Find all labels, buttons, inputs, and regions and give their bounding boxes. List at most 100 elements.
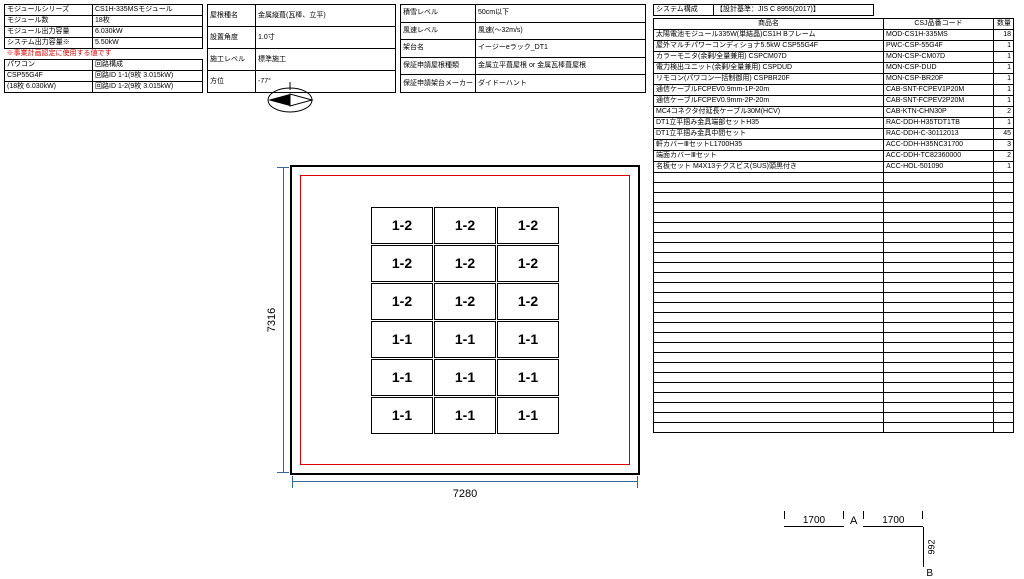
bom-name: 端面カバーⅢセット <box>654 151 884 162</box>
bom-table: 商品名 CSJ品番コード 数量 太陽電池モジュール335W(単結晶)CS1H B… <box>653 18 1014 433</box>
bom-name: 名板セット M4X13テクスビス(SUS)頭黒付き <box>654 162 884 173</box>
bom-qty: 1 <box>994 63 1014 74</box>
bom-code: RAC-DDH-H35TDT1TB <box>884 118 994 129</box>
spec-sub-value: 回路ID 1-1(9枚 3.015kW) <box>93 71 203 82</box>
bom-empty <box>654 303 884 313</box>
bom-empty <box>994 323 1014 333</box>
bom-empty <box>654 273 884 283</box>
bom-qty: 1 <box>994 96 1014 107</box>
bom-empty <box>994 313 1014 323</box>
spec-label: 施工レベル <box>208 49 256 71</box>
bom-empty <box>994 233 1014 243</box>
bom-empty <box>654 393 884 403</box>
solar-panel: 1-2 <box>371 283 433 320</box>
bom-header-name: 商品名 <box>654 19 884 30</box>
bom-empty <box>994 243 1014 253</box>
bom-code: RAC-DDH-C-30112013 <box>884 129 994 140</box>
bom-empty <box>994 273 1014 283</box>
bom-empty <box>884 273 994 283</box>
bom-empty <box>654 233 884 243</box>
bom-empty <box>884 403 994 413</box>
bom-qty: 1 <box>994 162 1014 173</box>
bom-empty <box>994 293 1014 303</box>
solar-panel: 1-1 <box>497 359 559 396</box>
compass-icon <box>260 80 320 120</box>
bom-name: MC4コネクタ付延長ケーブル30M(HCV) <box>654 107 884 118</box>
spec-label: モジュール出力容量 <box>5 27 93 38</box>
spec-sub-label: パワコン <box>5 60 93 71</box>
bom-empty <box>654 193 884 203</box>
condition-spec-table: 積雪レベル50cm以下風速レベル風速(～32m/s)架台名イージーeラック_DT… <box>400 4 646 93</box>
bom-empty <box>654 223 884 233</box>
bom-empty <box>994 303 1014 313</box>
bom-empty <box>654 173 884 183</box>
bom-empty <box>884 233 994 243</box>
dimension-height: 7316 <box>268 167 284 473</box>
bom-empty <box>994 403 1014 413</box>
solar-panel: 1-1 <box>497 397 559 434</box>
spec-label: システム出力容量※ <box>5 38 93 49</box>
solar-panel: 1-1 <box>371 321 433 358</box>
spec-label: 風速レベル <box>401 22 476 40</box>
spec-value: 5.50kW <box>93 38 203 49</box>
bom-qty: 1 <box>994 118 1014 129</box>
dim-seg-1: 1700 <box>784 515 844 527</box>
bom-empty <box>994 423 1014 433</box>
bom-name: 電力検出ユニット(余剰/全量兼用) CSPDUD <box>654 63 884 74</box>
spec-sub-label: 回路構成 <box>93 60 203 71</box>
dim-label-a: A <box>844 515 863 527</box>
bom-empty <box>884 183 994 193</box>
spec-value: 1.0寸 <box>256 27 396 49</box>
bom-empty <box>884 423 994 433</box>
dim-vertical: 992 B <box>904 527 924 567</box>
panel-layout-diagram: 1-21-21-21-21-21-21-21-21-21-11-11-11-11… <box>290 165 640 475</box>
spec-label: 架台名 <box>401 40 476 58</box>
solar-panel: 1-1 <box>497 321 559 358</box>
bom-name: 太陽電池モジュール335W(単結晶)CS1H Bフレーム <box>654 30 884 41</box>
bom-empty <box>654 363 884 373</box>
bom-empty <box>994 373 1014 383</box>
bom-empty <box>884 293 994 303</box>
bom-empty <box>654 203 884 213</box>
spec-value: 風速(～32m/s) <box>476 22 646 40</box>
bom-empty <box>994 223 1014 233</box>
bom-qty: 3 <box>994 140 1014 151</box>
spec-label: 屋根種名 <box>208 5 256 27</box>
bom-empty <box>994 203 1014 213</box>
bom-code: MON-CSP-BR20F <box>884 74 994 85</box>
solar-panel: 1-2 <box>497 283 559 320</box>
bom-name: 屋外マルチパワーコンディショナ5.5kW CSP55G4F <box>654 41 884 52</box>
bom-empty <box>884 383 994 393</box>
bom-empty <box>884 323 994 333</box>
spec-sub-value: (18枚 6.030kW) <box>5 82 93 93</box>
bom-name: カラーモニタ(余剰/全量兼用) CSPCM07D <box>654 52 884 63</box>
spec-value: 金属縦葺(瓦棒、立平) <box>256 5 396 27</box>
bom-empty <box>654 373 884 383</box>
bom-name: リモコン(パワコン一括制御用) CSPBR20F <box>654 74 884 85</box>
solar-panel: 1-1 <box>434 321 496 358</box>
bom-empty <box>884 173 994 183</box>
panel-size-dimension: 1700 A 1700 992 B <box>784 515 924 567</box>
spec-value: ダイドーハント <box>476 75 646 93</box>
bom-code: MOD-CS1H-335MS <box>884 30 994 41</box>
bom-empty <box>884 263 994 273</box>
bom-code: MON-CSP-DUD <box>884 63 994 74</box>
bom-empty <box>654 253 884 263</box>
spec-label: 設置角度 <box>208 27 256 49</box>
solar-panel: 1-2 <box>371 207 433 244</box>
bom-name: DT1立平掴み金具中間セット <box>654 129 884 140</box>
spec-label: 保証申請架台メーカー <box>401 75 476 93</box>
solar-panel: 1-1 <box>371 397 433 434</box>
bom-qty: 2 <box>994 107 1014 118</box>
bom-name: DT1立平掴み金具端部セットH35 <box>654 118 884 129</box>
solar-panel: 1-2 <box>434 245 496 282</box>
bom-empty <box>654 293 884 303</box>
solar-panel: 1-1 <box>434 397 496 434</box>
dim-seg-2: 1700 <box>863 515 923 527</box>
bom-empty <box>884 413 994 423</box>
bom-code: ACC-DDH-TC82360000 <box>884 151 994 162</box>
solar-panel: 1-2 <box>434 283 496 320</box>
bom-empty <box>884 363 994 373</box>
bom-empty <box>654 353 884 363</box>
bom-empty <box>654 413 884 423</box>
